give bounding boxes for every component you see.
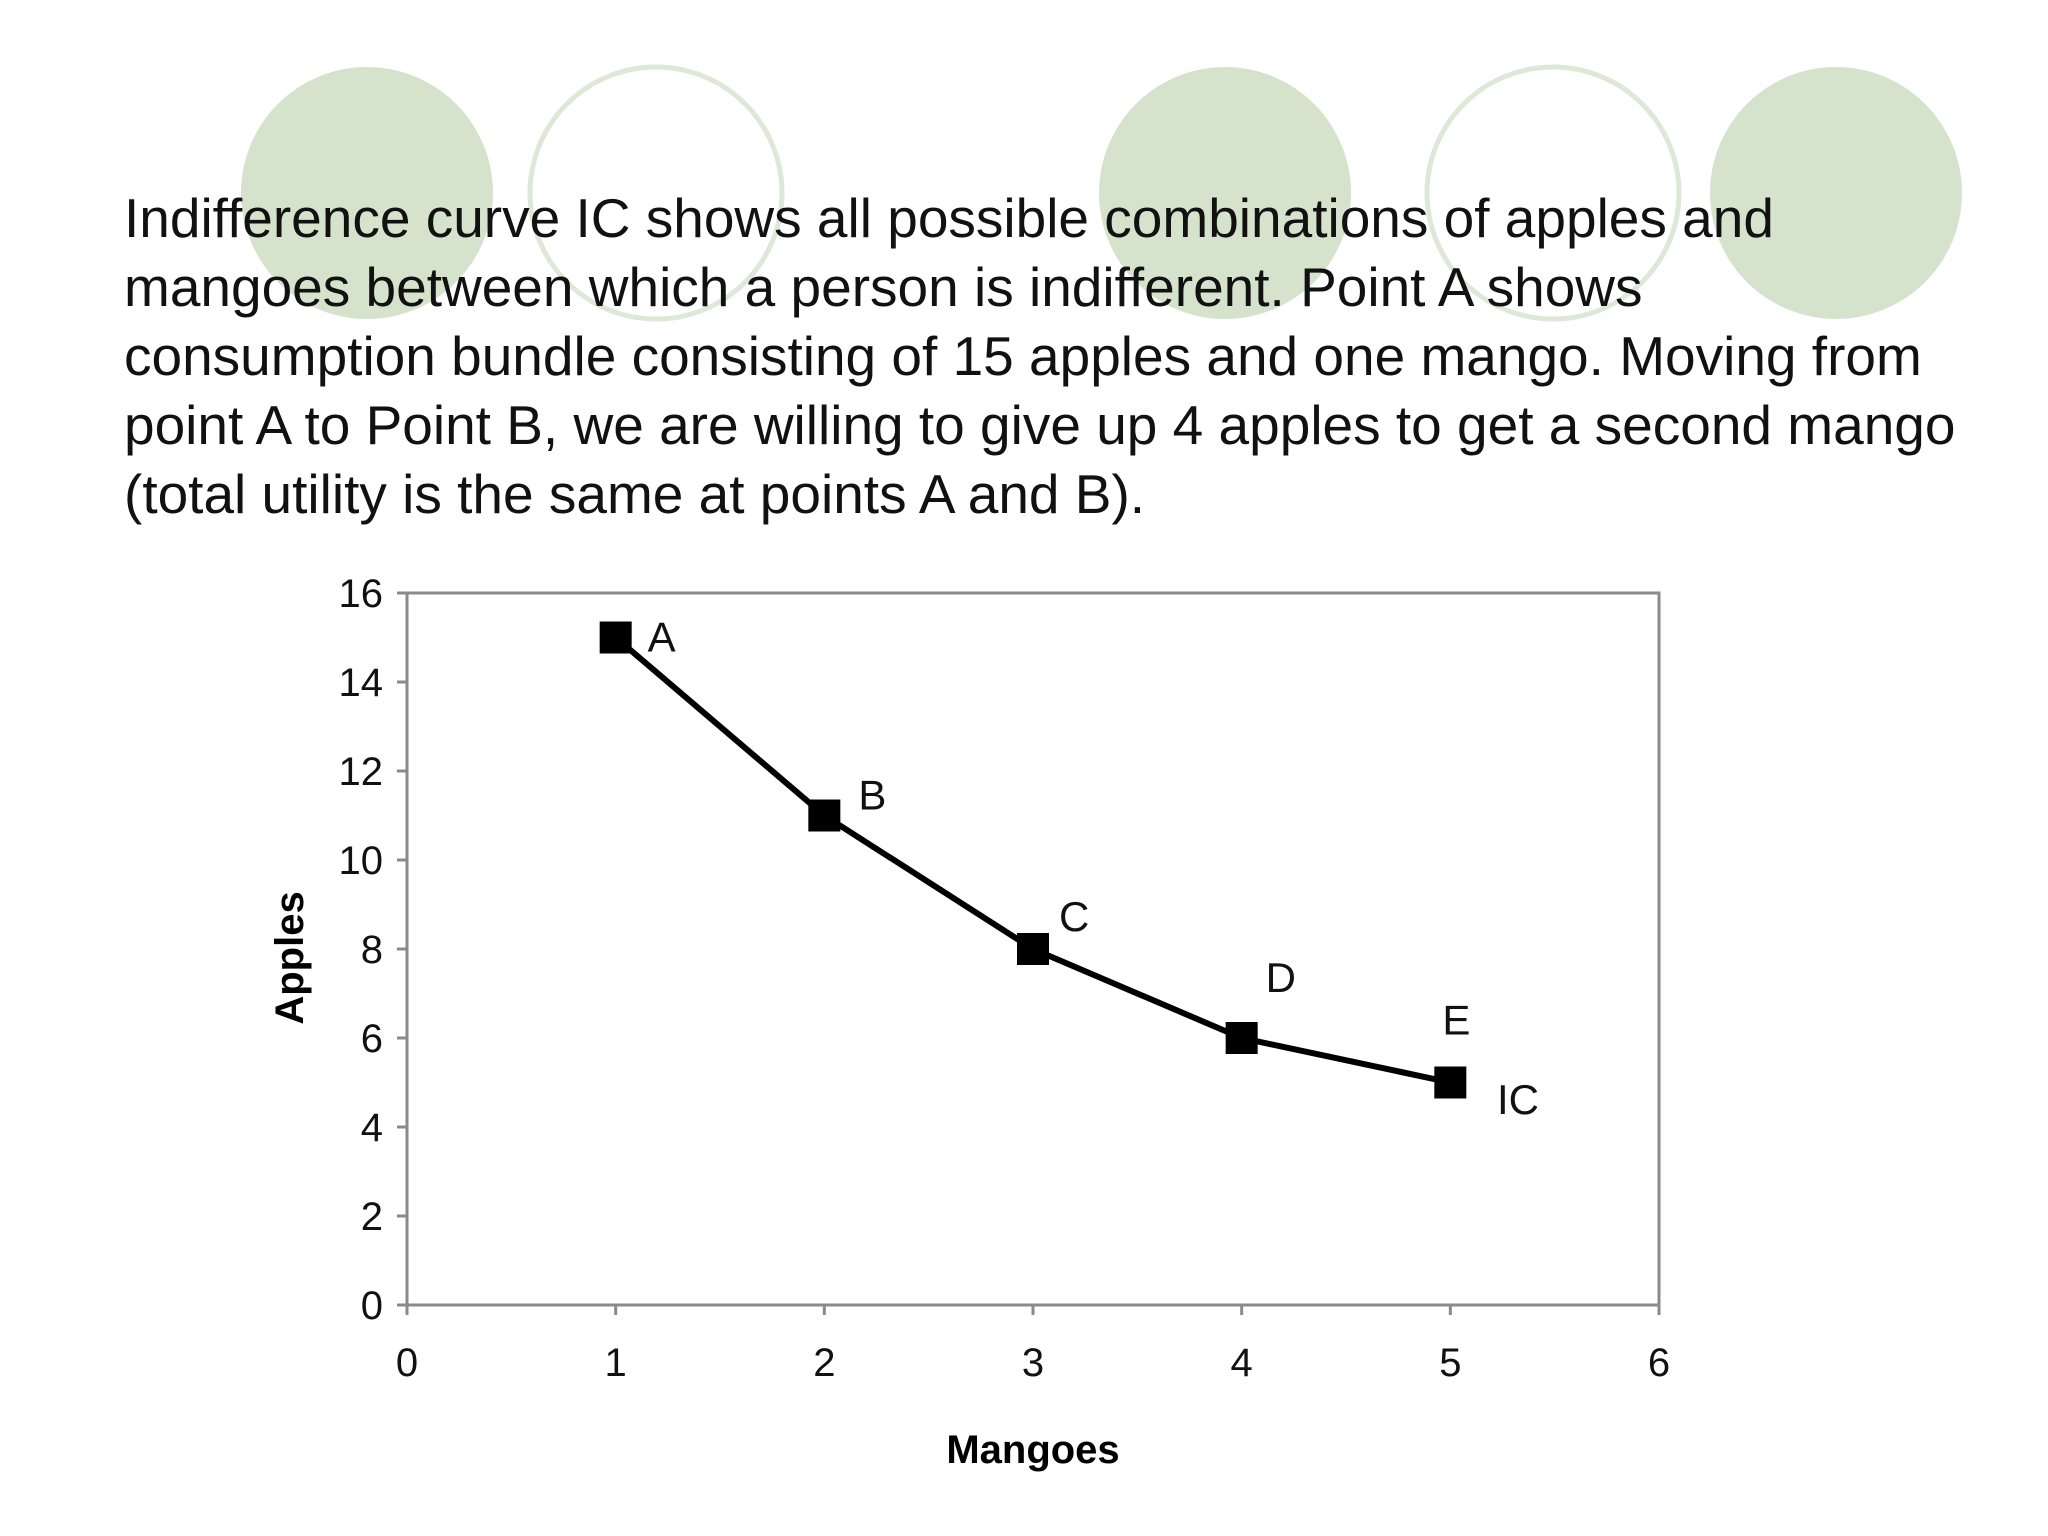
slide-body-text: Indifference curve IC shows all possible… [124,187,1956,525]
x-tick-label: 0 [396,1341,418,1385]
y-tick-label: 6 [361,1017,383,1061]
data-point-marker [1017,933,1049,965]
x-tick-label: 3 [1022,1341,1044,1385]
decor-circle-ring-2 [1424,64,1682,322]
y-axis: 0 2 4 6 8 10 12 14 16 [339,572,407,1328]
data-point-marker [599,621,632,654]
y-tick-label: 2 [361,1195,383,1239]
decor-circle-filled-2 [1099,67,1351,319]
decor-circle-filled-3 [1710,67,1962,319]
data-point-label: D [1266,954,1296,1001]
y-tick-label: 16 [339,572,384,616]
data-point-marker [1225,1022,1258,1054]
ic-curve-label: IC [1497,1076,1539,1123]
y-axis-title: Apples [268,891,312,1024]
x-axis-title: Mangoes [946,1428,1119,1472]
y-tick-label: 12 [339,750,384,794]
x-tick-label: 2 [813,1341,835,1385]
decor-circle-ring-1 [527,64,785,322]
data-point-label: E [1442,997,1470,1044]
ic-markers [599,621,1467,1099]
y-tick-label: 10 [339,839,384,883]
y-tick-label: 8 [361,928,383,972]
x-tick-label: 5 [1439,1341,1461,1385]
x-tick-label: 6 [1648,1341,1670,1385]
data-point-marker [808,799,841,832]
y-tick-label: 14 [339,661,384,705]
x-axis: 0 1 2 3 4 5 6 [396,1305,1670,1385]
x-tick-label: 4 [1231,1341,1253,1385]
y-tick-label: 4 [361,1106,383,1150]
point-labels: A B C D E [648,614,1471,1044]
x-tick-label: 1 [605,1341,627,1385]
data-point-label: C [1059,893,1089,940]
data-point-label: A [648,614,676,661]
data-point-label: B [858,772,886,819]
decor-circle-filled-1 [241,67,493,319]
y-tick-label: 0 [361,1284,383,1328]
data-point-marker [1434,1066,1467,1099]
